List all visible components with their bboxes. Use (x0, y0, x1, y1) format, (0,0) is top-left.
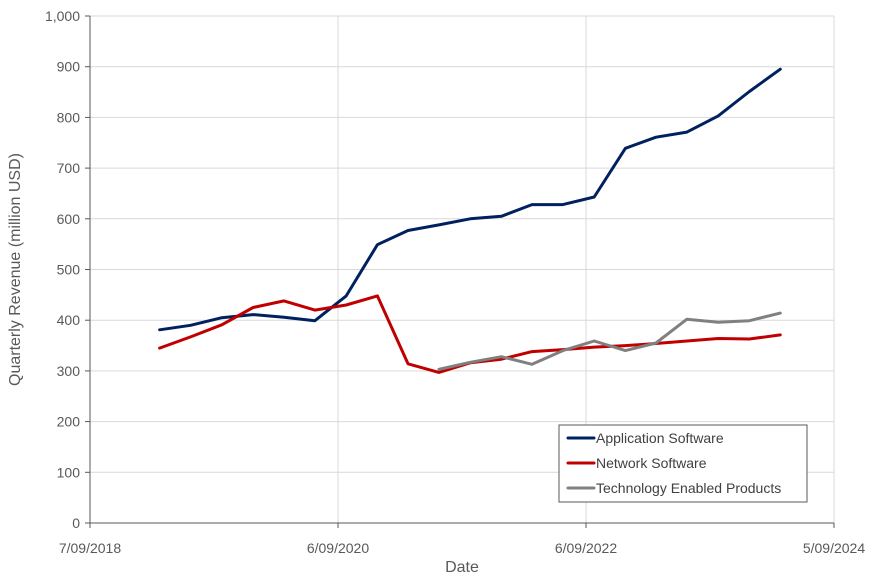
y-tick-label: 1,000 (45, 8, 80, 24)
axes: 0 100 200 300 400 500 600 700 800 900 1,000 7/09/20… (45, 8, 865, 556)
y-tick-label: 600 (57, 211, 81, 227)
series-line-3 (437, 311, 782, 371)
x-tick-label: 6/09/2022 (555, 540, 617, 556)
gridlines (90, 15, 835, 523)
legend-box (558, 424, 808, 503)
y-tick-label: 700 (57, 160, 81, 176)
x-tick-label: 7/09/2018 (59, 540, 121, 556)
y-tick-label: 200 (57, 414, 81, 430)
y-tick-label: 500 (57, 262, 81, 278)
series-line-1 (158, 67, 782, 332)
y-tick-label: 100 (57, 464, 81, 480)
y-tick-label: 800 (57, 109, 81, 125)
series-lines (158, 67, 782, 374)
x-tick-label: 6/09/2020 (307, 540, 369, 556)
y-tick-label: 400 (57, 312, 81, 328)
y-tick-label: 0 (72, 515, 80, 531)
y-tick-label: 900 (57, 59, 81, 75)
y-axis-title: Quarterly Revenue (million USD) (7, 153, 24, 386)
legend-label-3: Technology Enabled Products (596, 480, 781, 496)
x-axis-title: Date (445, 559, 479, 576)
legend-label-2: Network Software (596, 455, 707, 471)
legend: Application Software Network Software Tech… (558, 424, 808, 503)
x-tick-label: 5/09/2024 (803, 540, 865, 556)
legend-label-1: Application Software (596, 430, 724, 446)
y-tick-label: 300 (57, 363, 81, 379)
